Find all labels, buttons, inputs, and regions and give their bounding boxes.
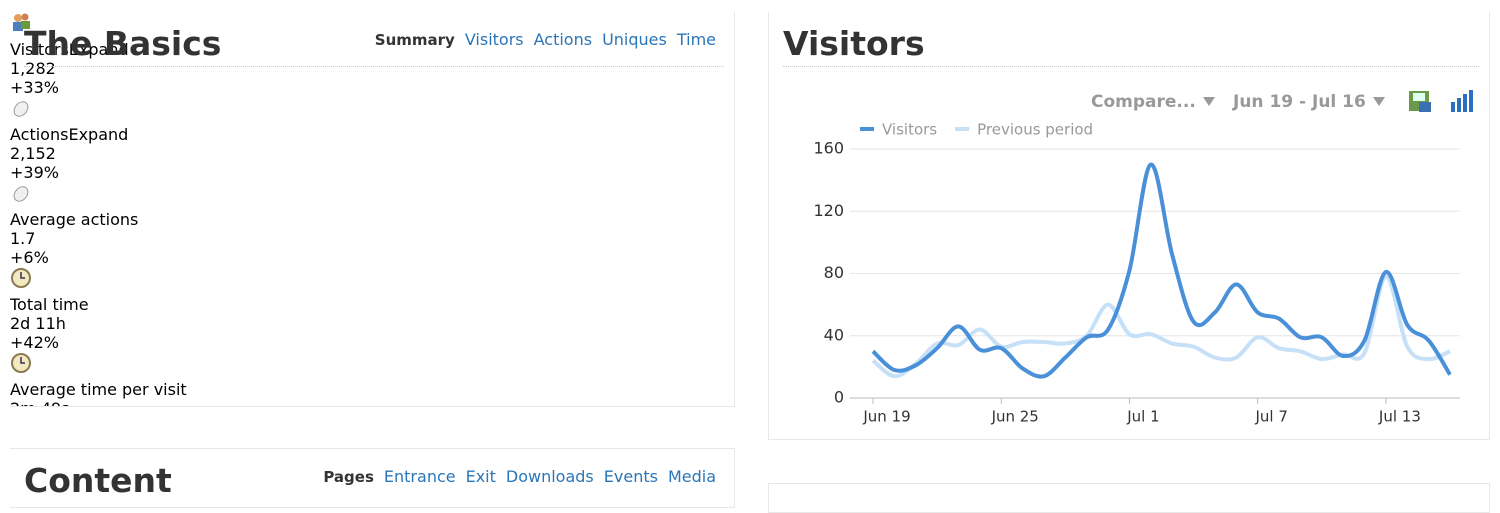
row-icon xyxy=(13,13,30,31)
tabs: Summary Visitors Actions Uniques Time xyxy=(365,30,716,49)
legend-swatch xyxy=(860,127,874,131)
y-tick-label: 80 xyxy=(824,263,844,282)
basics-panel: The Basics Summary Visitors Actions Uniques… xyxy=(10,12,735,407)
stat-change: +42% xyxy=(10,333,59,352)
x-tick-label: Jul 7 xyxy=(1254,408,1287,426)
panel-title: Content xyxy=(24,461,172,500)
stat-value: 1,282 xyxy=(10,59,56,78)
legend-swatch xyxy=(955,127,970,131)
stat-row: ActionsExpand 2,152 +39% xyxy=(10,97,734,182)
stat-change: +39% xyxy=(10,163,59,182)
stat-value: 2,152 xyxy=(10,144,56,163)
y-tick-label: 160 xyxy=(813,139,844,158)
tab[interactable]: Downloads xyxy=(505,467,594,486)
stat-label: ActionsExpand xyxy=(10,125,734,144)
date-range[interactable]: Jun 19 - Jul 16 xyxy=(1233,92,1386,112)
dropdown-arrow xyxy=(1372,97,1385,106)
stat-row: Average time per visit2m 49s+9% xyxy=(10,352,734,406)
tab[interactable]: Visitors xyxy=(464,30,524,49)
panel-title: Visitors xyxy=(783,24,925,63)
x-tick-label: Jul 13 xyxy=(1378,408,1421,426)
x-tick-label: Jun 25 xyxy=(991,408,1039,426)
tab[interactable]: Summary xyxy=(374,31,455,49)
stat-label: Average actions xyxy=(10,210,734,229)
expand-link[interactable]: Expand xyxy=(68,40,129,59)
y-tick-label: 0 xyxy=(834,388,844,407)
divider xyxy=(783,66,1479,67)
stat-label: Average time per visit xyxy=(10,380,734,399)
label-text: Average actions xyxy=(10,210,139,229)
label-text: Average time per visit xyxy=(10,380,187,399)
panel-title: The Basics xyxy=(24,24,222,63)
tab[interactable]: Uniques xyxy=(602,30,667,49)
dropdown-arrow xyxy=(1202,97,1215,106)
tab[interactable]: Exit xyxy=(465,467,496,486)
stat-row: Average actions 1.7 +6% xyxy=(10,182,734,267)
y-tick-label: 120 xyxy=(813,201,844,220)
expand-link[interactable]: Expand xyxy=(68,125,129,144)
y-tick-label: 40 xyxy=(824,325,844,344)
x-tick-label: Jul 1 xyxy=(1126,408,1159,426)
row-icon xyxy=(13,186,29,202)
compare-label[interactable]: Compare... xyxy=(1091,92,1196,112)
tab[interactable]: Actions xyxy=(533,30,593,49)
stat-row: VisitorsExpand 1,282 +33% xyxy=(10,12,734,97)
row-icon xyxy=(11,268,31,288)
stat-value: 1.7 xyxy=(10,229,36,248)
stat-change: +33% xyxy=(10,78,59,97)
export-icon[interactable] xyxy=(1407,88,1433,114)
series-line xyxy=(871,162,1452,379)
label-text: Visitors xyxy=(10,40,69,59)
divider xyxy=(24,66,724,67)
tab[interactable]: Time xyxy=(676,30,716,49)
legend-label: Previous period xyxy=(977,121,1093,139)
date-range-label[interactable]: Jun 19 - Jul 16 xyxy=(1233,92,1366,112)
tab[interactable]: Entrance xyxy=(383,467,456,486)
stat-value: 2d 11h xyxy=(10,314,66,333)
legend-label: Visitors xyxy=(882,121,937,139)
page: The Basics Summary Visitors Actions Uniques… xyxy=(10,12,1490,513)
tab[interactable]: Pages xyxy=(323,468,374,486)
tabs: Pages Entrance Exit Downloads Events Media xyxy=(313,467,716,486)
stat-label: VisitorsExpand xyxy=(10,40,734,59)
rows: VisitorsExpand 1,282 +33% ActionsExpand 2,15… xyxy=(10,12,734,406)
tab[interactable]: Events xyxy=(603,467,658,486)
tab[interactable]: Media xyxy=(667,467,716,486)
stat-label: Total time xyxy=(10,295,734,314)
content-panel: Content Pages Entrance Exit Downloads Events… xyxy=(10,448,735,508)
label-text: Total time xyxy=(10,295,89,314)
next-panel xyxy=(768,483,1490,513)
stat-row: Total time 2d 11h +42% xyxy=(10,267,734,352)
chart: 0 40 80 120 160 Jun 19 Jun 25 Jul 1 Jul 7 Jul 13 V… xyxy=(813,121,1460,426)
stat-change: +6% xyxy=(10,248,49,267)
chart-type-icon[interactable] xyxy=(1449,88,1475,114)
row-icon xyxy=(11,353,31,373)
series-line xyxy=(871,274,1451,379)
label-text: Actions xyxy=(10,125,69,144)
stat-value: 2m 49s xyxy=(10,399,734,406)
row-icon xyxy=(13,101,29,117)
compare-menu[interactable]: Compare... xyxy=(1091,92,1216,112)
x-tick-label: Jun 19 xyxy=(862,408,910,426)
